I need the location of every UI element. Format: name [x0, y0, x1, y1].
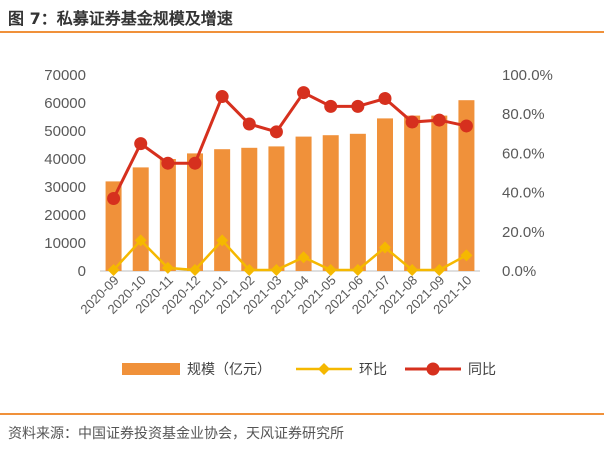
yoy-point-2021-01 — [215, 90, 229, 104]
yoy-point-2020-09 — [107, 191, 121, 205]
legend: 规模（亿元） 环比 同比 — [122, 362, 496, 378]
bar-2021-05 — [322, 135, 339, 271]
yoy-point-2020-12 — [188, 156, 202, 170]
y-left-tick-label: 0 — [78, 263, 86, 280]
yoy-point-2021-07 — [378, 92, 392, 106]
yoy-point-2021-06 — [351, 99, 365, 113]
mom-point-2021-04 — [297, 251, 310, 264]
bar-2020-12 — [187, 153, 203, 271]
y-right-tick-label: 20.0% — [502, 224, 545, 241]
mom-point-2021-05 — [324, 264, 337, 277]
mom-point-2021-03 — [270, 264, 283, 277]
bar-2021-08 — [404, 115, 421, 271]
mom-point-2021-10 — [460, 249, 473, 262]
y-left-tick-label: 10000 — [44, 235, 86, 252]
y-left-tick-label: 20000 — [44, 207, 86, 224]
figure-title: 图 7：私募证券基金规模及增速 — [8, 9, 233, 28]
mom-point-2020-10 — [134, 234, 147, 247]
yoy-point-2021-10 — [459, 119, 473, 133]
y-left-tick-label: 50000 — [44, 123, 86, 140]
bar-2021-04 — [295, 136, 312, 271]
x-tick-labels: 2020-092020-102020-112020-122021-012021-… — [77, 273, 474, 317]
source-note: 资料来源：中国证券投资基金业协会，天风证券研究所 — [8, 426, 344, 442]
yoy-point-2021-08 — [405, 115, 419, 129]
y-right-tick-label: 100.0% — [502, 67, 553, 84]
bar-2021-07 — [377, 118, 393, 272]
legend-bar-label: 规模（亿元） — [187, 362, 271, 378]
mom-point-2021-08 — [406, 264, 419, 277]
y-left-tick-label: 40000 — [44, 151, 86, 168]
bar-2021-09 — [431, 115, 448, 271]
yoy-point-2021-04 — [297, 86, 311, 100]
bar-2020-10 — [132, 167, 149, 271]
yoy-point-2021-02 — [242, 117, 256, 131]
right-axis-ticks: 0.0% 20.0% 40.0% 60.0% 80.0% 100.0% — [502, 67, 553, 280]
mom-point-2021-06 — [351, 264, 364, 277]
yoy-point-2021-09 — [432, 113, 446, 127]
bar-2021-02 — [241, 147, 258, 271]
mom-point-2020-11 — [161, 261, 174, 274]
y-right-tick-label: 40.0% — [502, 185, 545, 202]
left-axis-ticks: 0 10000 20000 30000 40000 50000 60000 70000 — [44, 67, 86, 280]
y-right-tick-label: 60.0% — [502, 145, 545, 162]
bars-group — [105, 100, 475, 272]
y-left-tick-label: 70000 — [44, 67, 86, 84]
yoy-point-2021-05 — [324, 99, 338, 113]
bottom-rule — [0, 413, 604, 415]
bar-2021-10 — [458, 100, 475, 271]
y-right-tick-label: 80.0% — [502, 106, 545, 123]
top-rule — [0, 31, 604, 33]
mom-point-2020-12 — [189, 264, 201, 277]
bar-2021-01 — [214, 149, 231, 271]
legend-yoy-label: 同比 — [468, 362, 496, 378]
legend-bar-swatch — [122, 363, 180, 375]
legend-mom-label: 环比 — [359, 362, 387, 378]
mom-point-2021-01 — [216, 234, 229, 247]
bar-2020-09 — [105, 181, 122, 271]
yoy-point-2020-10 — [134, 137, 148, 151]
legend-mom-marker — [318, 363, 330, 375]
mom-point-2021-02 — [243, 264, 256, 277]
mom-point-2021-07 — [379, 241, 391, 254]
y-left-tick-label: 60000 — [44, 95, 86, 112]
yoy-point-2021-03 — [269, 125, 283, 139]
bar-2021-06 — [349, 133, 366, 271]
lines-group — [107, 86, 473, 277]
y-left-tick-label: 30000 — [44, 179, 86, 196]
mom-point-2021-09 — [433, 264, 446, 277]
bar-2020-11 — [159, 159, 176, 271]
y-right-tick-label: 0.0% — [502, 263, 536, 280]
bar-2021-03 — [268, 146, 285, 271]
legend-yoy-marker — [426, 362, 440, 376]
yoy-point-2020-11 — [161, 156, 175, 170]
mom-point-2020-09 — [107, 264, 120, 277]
